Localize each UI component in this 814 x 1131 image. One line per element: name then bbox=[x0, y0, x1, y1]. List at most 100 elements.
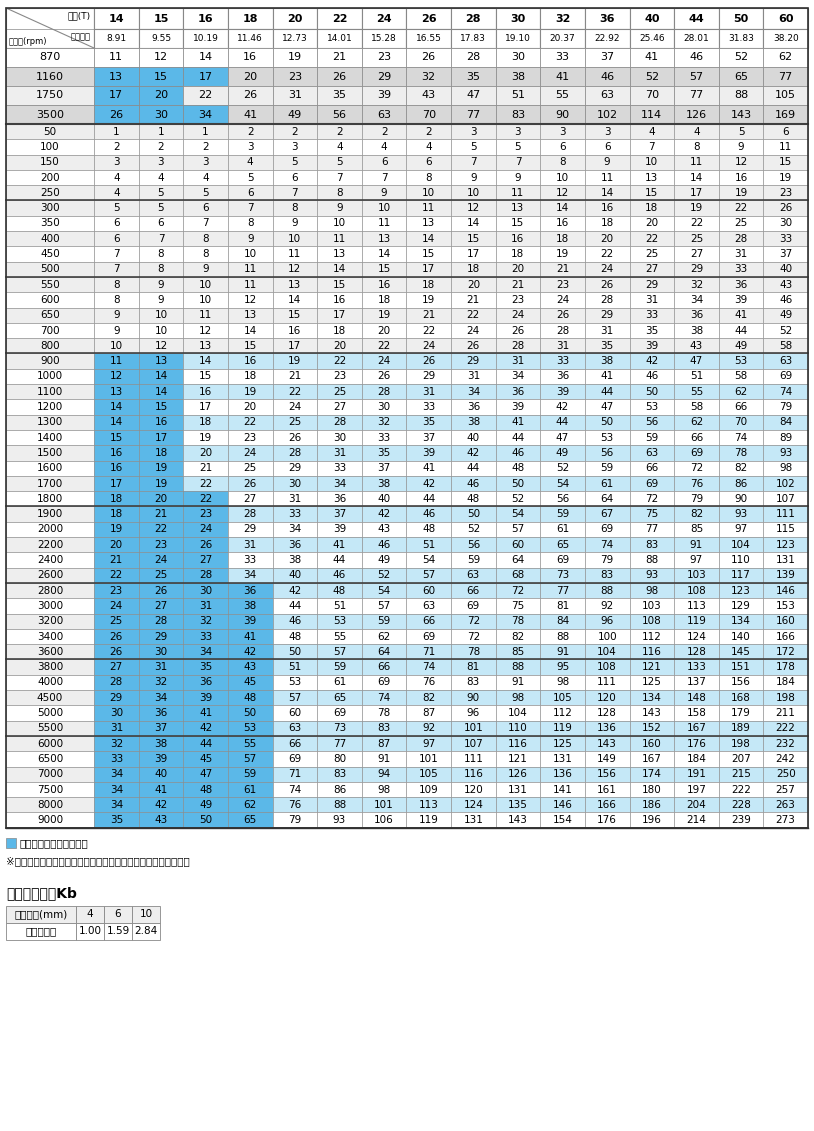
Bar bbox=[6, 906, 76, 923]
Text: 52: 52 bbox=[556, 464, 569, 473]
Bar bbox=[273, 338, 317, 354]
Text: 29: 29 bbox=[646, 279, 659, 290]
Bar bbox=[138, 720, 183, 736]
Text: 44: 44 bbox=[601, 387, 614, 397]
Text: 14: 14 bbox=[466, 218, 480, 228]
Text: 34: 34 bbox=[199, 647, 212, 657]
Bar bbox=[719, 277, 764, 292]
Bar bbox=[228, 690, 273, 706]
Text: 41: 41 bbox=[601, 371, 614, 381]
Bar bbox=[585, 720, 629, 736]
Text: 2000: 2000 bbox=[37, 525, 63, 535]
Bar bbox=[6, 369, 94, 385]
Text: 4: 4 bbox=[202, 173, 209, 182]
Text: 2600: 2600 bbox=[37, 570, 63, 580]
Bar bbox=[317, 720, 361, 736]
Bar bbox=[406, 720, 451, 736]
Text: 43: 43 bbox=[779, 279, 792, 290]
Text: 4: 4 bbox=[113, 188, 120, 198]
Text: 28.01: 28.01 bbox=[684, 34, 709, 43]
Bar bbox=[540, 185, 585, 200]
Text: 78: 78 bbox=[378, 708, 391, 718]
Text: 48: 48 bbox=[243, 693, 256, 702]
Bar bbox=[585, 706, 629, 720]
Text: 10: 10 bbox=[139, 909, 152, 920]
Text: 500: 500 bbox=[40, 265, 59, 275]
Bar bbox=[6, 308, 94, 322]
Text: 8.91: 8.91 bbox=[107, 34, 126, 43]
Text: 3600: 3600 bbox=[37, 647, 63, 657]
Bar bbox=[764, 415, 808, 430]
Text: 79: 79 bbox=[689, 494, 703, 503]
Bar bbox=[228, 430, 273, 446]
Bar bbox=[361, 614, 406, 629]
Bar bbox=[317, 399, 361, 415]
Bar bbox=[496, 460, 540, 476]
Text: 47: 47 bbox=[199, 769, 212, 779]
Bar bbox=[585, 415, 629, 430]
Bar bbox=[719, 247, 764, 261]
Bar bbox=[674, 231, 719, 247]
Bar bbox=[451, 491, 496, 507]
Bar bbox=[6, 537, 94, 552]
Bar bbox=[138, 67, 183, 86]
Text: 26: 26 bbox=[155, 586, 168, 596]
Bar bbox=[138, 399, 183, 415]
Bar bbox=[361, 430, 406, 446]
Bar bbox=[406, 308, 451, 322]
Text: 10: 10 bbox=[199, 279, 212, 290]
Text: 65: 65 bbox=[243, 815, 256, 826]
Text: 26: 26 bbox=[199, 539, 212, 550]
Text: 13: 13 bbox=[511, 204, 524, 213]
Text: 18: 18 bbox=[511, 249, 524, 259]
Text: 14: 14 bbox=[155, 371, 168, 381]
Bar bbox=[496, 446, 540, 460]
Text: 20: 20 bbox=[378, 326, 391, 336]
Text: 57: 57 bbox=[511, 525, 524, 535]
Bar bbox=[273, 675, 317, 690]
Text: 32: 32 bbox=[110, 739, 123, 749]
Text: 30: 30 bbox=[510, 14, 526, 24]
Text: 1: 1 bbox=[158, 127, 164, 137]
Bar bbox=[540, 614, 585, 629]
Bar bbox=[6, 247, 94, 261]
Bar bbox=[451, 598, 496, 614]
Text: 263: 263 bbox=[776, 800, 795, 810]
Bar bbox=[540, 48, 585, 67]
Text: 81: 81 bbox=[556, 601, 569, 611]
Text: 28: 28 bbox=[511, 340, 524, 351]
Text: 17: 17 bbox=[155, 433, 168, 442]
Text: 125: 125 bbox=[553, 739, 572, 749]
Text: 14: 14 bbox=[155, 387, 168, 397]
Bar bbox=[228, 736, 273, 751]
Text: 104: 104 bbox=[508, 708, 527, 718]
Bar bbox=[496, 185, 540, 200]
Bar bbox=[451, 736, 496, 751]
Bar bbox=[361, 369, 406, 385]
Text: 34: 34 bbox=[110, 785, 123, 795]
Bar bbox=[719, 261, 764, 277]
Text: 32: 32 bbox=[689, 279, 703, 290]
Text: 14: 14 bbox=[199, 356, 212, 366]
Text: 19: 19 bbox=[378, 310, 391, 320]
Bar bbox=[674, 185, 719, 200]
Text: 41: 41 bbox=[333, 539, 346, 550]
Text: 63: 63 bbox=[422, 601, 435, 611]
Bar bbox=[228, 354, 273, 369]
Bar bbox=[94, 105, 138, 124]
Text: 25.46: 25.46 bbox=[639, 34, 664, 43]
Text: 207: 207 bbox=[731, 754, 751, 763]
Text: 179: 179 bbox=[731, 708, 751, 718]
Text: 146: 146 bbox=[776, 586, 795, 596]
Bar bbox=[585, 139, 629, 155]
Text: 5500: 5500 bbox=[37, 724, 63, 733]
Text: 56: 56 bbox=[556, 494, 569, 503]
Bar bbox=[138, 369, 183, 385]
Bar bbox=[317, 552, 361, 568]
Text: 3400: 3400 bbox=[37, 631, 63, 641]
Text: 3: 3 bbox=[202, 157, 209, 167]
Bar bbox=[764, 124, 808, 139]
Text: 50: 50 bbox=[733, 14, 749, 24]
Bar bbox=[273, 582, 317, 598]
Bar bbox=[674, 767, 719, 782]
